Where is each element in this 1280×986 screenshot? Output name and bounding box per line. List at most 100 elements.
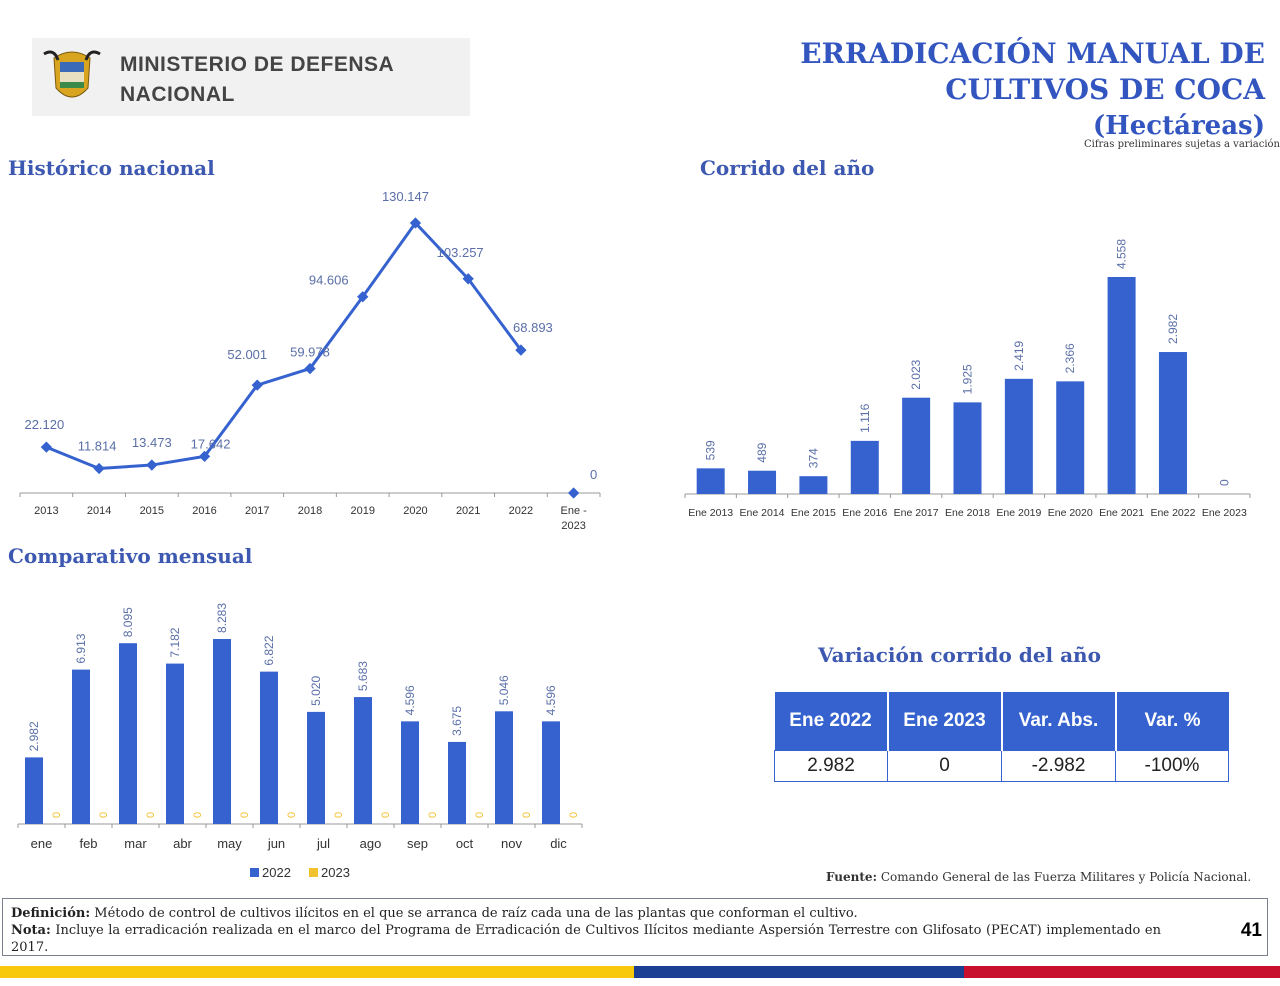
legend-swatch-2022 — [250, 868, 259, 877]
title-line2: CULTIVOS DE COCA — [945, 73, 1265, 106]
th-ene-2023: Ene 2023 — [887, 692, 1003, 751]
x-tick-label: jun — [267, 836, 285, 851]
data-label: 11.814 — [78, 438, 117, 453]
bar-2022 — [213, 639, 231, 824]
data-label-2022: 7.182 — [168, 627, 182, 657]
data-label-2023: 0 — [474, 812, 486, 818]
data-label: 17.642 — [191, 436, 231, 451]
x-tick-label: 2013 — [34, 505, 58, 517]
source-label: Fuente: — [826, 870, 877, 884]
x-tick-label: ene — [31, 836, 53, 851]
data-label: 4.558 — [1115, 239, 1129, 269]
data-point — [409, 217, 422, 229]
bar-2022 — [307, 711, 325, 824]
data-label-2023: 0 — [380, 812, 392, 818]
coat-of-arms-icon — [43, 50, 101, 98]
bar-chart-corrido: 539 Ene 2013 489 Ene 2014 374 Ene 2015 1.116 En… — [684, 239, 1251, 519]
data-label-2022: 5.046 — [497, 675, 511, 705]
data-label: 1.925 — [961, 364, 975, 394]
data-label-2023: 0 — [568, 812, 580, 818]
data-label-2023: 0 — [521, 812, 533, 818]
x-tick-label: Ene 2021 — [1099, 507, 1144, 519]
data-label-2022: 6.822 — [262, 635, 276, 665]
data-label: 59.978 — [290, 345, 330, 360]
x-tick-label: jul — [316, 836, 330, 851]
x-tick-label: Ene 2019 — [996, 507, 1041, 519]
data-label-2023: 0 — [239, 812, 251, 818]
x-tick-label: Ene 2022 — [1150, 507, 1195, 519]
heading-corrido: Corrido del año — [700, 156, 875, 180]
definition-text: Método de control de cultivos ilícitos e… — [90, 906, 858, 921]
org-name-line1: MINISTERIO DE DEFENSA — [120, 53, 395, 76]
data-label: 2.366 — [1063, 343, 1077, 373]
x-tick-label: 2019 — [350, 505, 374, 517]
bar-2022 — [401, 721, 419, 824]
data-label: 94.606 — [309, 273, 349, 288]
x-tick-label: dic — [550, 836, 567, 851]
x-tick-label: Ene 2015 — [791, 507, 836, 519]
cell-var-abs: -2.982 — [1001, 750, 1116, 782]
x-tick-label: 2017 — [245, 505, 269, 517]
data-label: 374 — [806, 448, 820, 468]
bar-2022 — [542, 721, 560, 824]
data-label-2022: 4.596 — [544, 685, 558, 715]
cell-ene-2023: 0 — [887, 750, 1002, 782]
bar — [799, 476, 828, 494]
data-label: 2.023 — [909, 359, 923, 389]
data-point — [40, 441, 53, 453]
data-label-2023: 0 — [192, 812, 204, 818]
series-line — [45, 220, 523, 471]
bar-2022 — [119, 643, 137, 824]
bar — [902, 397, 931, 494]
x-tick-label: Ene 2020 — [1048, 507, 1093, 519]
x-tick-label: 2023 — [561, 520, 585, 532]
data-label-2022: 4.596 — [403, 685, 417, 715]
definition-label: Definición: — [11, 906, 91, 921]
data-label-2022: 5.683 — [356, 661, 370, 691]
ministry-logo-box: MINISTERIO DE DEFENSA NACIONAL — [32, 38, 470, 116]
data-label: 2.982 — [1166, 314, 1180, 344]
x-tick-label: Ene 2017 — [894, 507, 939, 519]
bar — [1158, 352, 1187, 494]
source-text: Comando General de las Fuerza Militares … — [877, 870, 1252, 884]
x-tick-label: Ene 2023 — [1202, 507, 1247, 519]
x-tick-label: sep — [407, 836, 428, 851]
bar-2022 — [72, 669, 90, 824]
heading-variacion: Variación corrido del año — [818, 643, 1101, 667]
bar-2022 — [260, 671, 278, 824]
data-point — [357, 291, 369, 303]
x-tick-label: feb — [79, 836, 97, 851]
data-label-2023: 0 — [145, 812, 157, 818]
flag-stripe-yellow — [0, 966, 634, 978]
data-label: 539 — [704, 440, 718, 460]
data-label: 2.419 — [1012, 340, 1026, 370]
table-header-row: Ene 2022 Ene 2023 Var. Abs. Var. % — [774, 692, 1229, 751]
x-tick-label: abr — [173, 836, 192, 851]
data-label-2022: 8.095 — [121, 607, 135, 637]
data-label-2022: 5.020 — [309, 676, 323, 706]
x-tick-label: Ene 2016 — [842, 507, 887, 519]
note-label: Nota: — [11, 923, 51, 938]
data-label-2022: 8.283 — [215, 603, 229, 633]
bar-2022 — [166, 663, 184, 824]
x-tick-label: 2016 — [192, 505, 216, 517]
data-label: 68.893 — [513, 320, 553, 335]
note-text: Incluye la erradicación realizada en el … — [11, 923, 1161, 955]
data-point — [462, 273, 474, 285]
data-label: 22.120 — [24, 417, 64, 432]
bar-2022 — [354, 697, 372, 824]
bar — [696, 468, 725, 494]
data-label-2023: 0 — [333, 812, 345, 818]
bar-2022 — [448, 741, 466, 824]
data-point — [198, 450, 211, 463]
x-tick-label: Ene 2014 — [740, 507, 785, 519]
data-label-2022: 3.675 — [450, 706, 464, 736]
data-point — [146, 459, 158, 471]
x-tick-label: 2020 — [403, 505, 427, 517]
bar — [748, 470, 777, 494]
bar — [1004, 378, 1033, 494]
data-label: 103.257 — [437, 245, 484, 260]
th-ene-2022: Ene 2022 — [774, 692, 889, 751]
x-tick-label: 2015 — [140, 505, 164, 517]
disclaimer: Cifras preliminares sujetas a variación — [1083, 139, 1280, 150]
